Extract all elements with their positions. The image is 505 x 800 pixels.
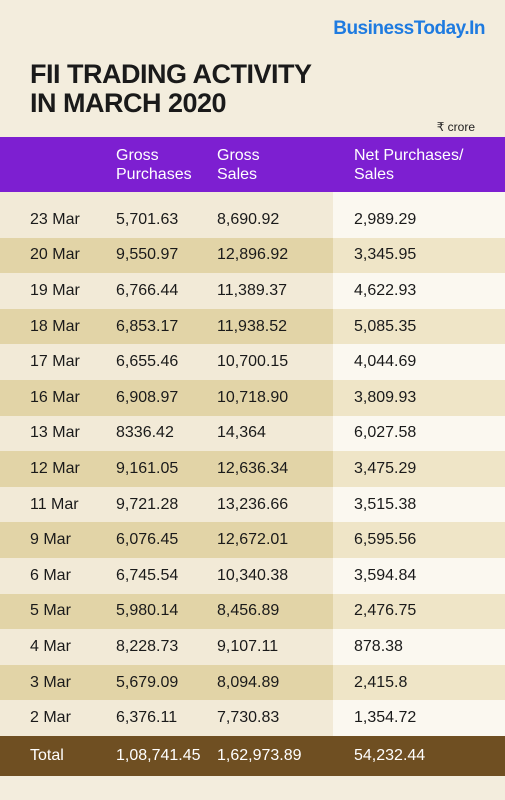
row-gross-purchases: 8336.42 <box>116 424 174 442</box>
row-net: 6,595.56 <box>354 531 417 549</box>
total-row: Total 1,08,741.45 1,62,973.89 54,232.44 <box>0 736 505 776</box>
row-gross-sales: 10,340.38 <box>217 566 289 584</box>
page-title: FII TRADING ACTIVITY IN MARCH 2020 <box>30 60 312 118</box>
row-gross-purchases: 5,679.09 <box>116 673 179 691</box>
table-row: 2 Mar 6,376.11 7,730.83 1,354.72 <box>0 700 505 736</box>
table-row: 4 Mar 8,228.73 9,107.11 878.38 <box>0 629 505 665</box>
row-net: 4,622.93 <box>354 281 417 299</box>
header-gross-purchases: Gross Purchases <box>116 146 192 184</box>
page-title-line-1: FII TRADING ACTIVITY <box>30 59 312 89</box>
brand-logo: BusinessToday.In <box>333 18 485 39</box>
row-gross-purchases: 9,161.05 <box>116 459 179 477</box>
row-gross-purchases: 5,980.14 <box>116 602 179 620</box>
row-net: 3,515.38 <box>354 495 417 513</box>
row-gross-sales: 10,700.15 <box>217 353 289 371</box>
page-title-line-2: IN MARCH 2020 <box>30 88 227 118</box>
row-net: 1,354.72 <box>354 709 417 727</box>
row-date: 9 Mar <box>30 531 71 549</box>
header-gross-sales: Gross Sales <box>217 146 260 184</box>
total-gross-purchases: 1,08,741.45 <box>116 747 201 764</box>
header-net: Net Purchases/ Sales <box>354 146 463 184</box>
row-date: 16 Mar <box>30 388 80 406</box>
row-net: 3,594.84 <box>354 566 417 584</box>
row-gross-sales: 12,672.01 <box>217 531 289 549</box>
row-date: 2 Mar <box>30 709 71 727</box>
row-gross-sales: 13,236.66 <box>217 495 289 513</box>
total-gross-sales: 1,62,973.89 <box>217 747 302 764</box>
row-gross-purchases: 6,655.46 <box>116 353 179 371</box>
row-gross-sales: 7,730.83 <box>217 709 280 727</box>
row-net: 3,345.95 <box>354 246 417 264</box>
table-row: 3 Mar 5,679.09 8,094.89 2,415.8 <box>0 664 505 701</box>
row-gross-purchases: 8,228.73 <box>116 637 179 655</box>
row-date: 11 Mar <box>30 495 79 513</box>
table-row: 18 Mar 6,853.17 11,938.52 5,085.35 <box>0 308 505 345</box>
row-date: 3 Mar <box>30 673 71 691</box>
row-net: 6,027.58 <box>354 424 417 442</box>
table-header: Gross Purchases Gross Sales Net Purchase… <box>0 137 505 192</box>
header-gross-sales-line-2: Sales <box>217 166 258 183</box>
table-row: 6 Mar 6,745.54 10,340.38 3,594.84 <box>0 557 505 594</box>
row-gross-sales: 8,456.89 <box>217 602 280 620</box>
row-date: 4 Mar <box>30 637 71 655</box>
row-gross-purchases: 6,766.44 <box>116 281 179 299</box>
row-gross-purchases: 5,701.63 <box>116 210 179 228</box>
row-gross-sales: 12,636.34 <box>217 459 289 477</box>
header-gross-purchases-line-2: Purchases <box>116 166 192 183</box>
row-net: 3,809.93 <box>354 388 417 406</box>
row-gross-purchases: 6,853.17 <box>116 317 179 335</box>
table-row: 17 Mar 6,655.46 10,700.15 4,044.69 <box>0 344 505 380</box>
table-row: 20 Mar 9,550.97 12,896.92 3,345.95 <box>0 237 505 274</box>
row-net: 878.38 <box>354 637 403 655</box>
row-gross-sales: 12,896.92 <box>217 246 289 264</box>
row-gross-purchases: 6,908.97 <box>116 388 179 406</box>
row-net: 2,476.75 <box>354 602 417 620</box>
row-gross-sales: 14,364 <box>217 424 266 442</box>
row-gross-purchases: 9,721.28 <box>116 495 179 513</box>
row-gross-sales: 8,690.92 <box>217 210 280 228</box>
table-row: 9 Mar 6,076.45 12,672.01 6,595.56 <box>0 522 505 558</box>
total-net: 54,232.44 <box>354 747 426 764</box>
row-gross-purchases: 6,376.11 <box>116 709 178 727</box>
row-gross-sales: 9,107.11 <box>217 637 279 655</box>
table-row: 12 Mar 9,161.05 12,636.34 3,475.29 <box>0 451 505 487</box>
table-row: 19 Mar 6,766.44 11,389.37 4,622.93 <box>0 273 505 309</box>
row-net: 2,989.29 <box>354 210 417 228</box>
row-gross-purchases: 6,745.54 <box>116 566 179 584</box>
table-row: 23 Mar 5,701.63 8,690.92 2,989.29 <box>0 202 505 238</box>
row-gross-purchases: 9,550.97 <box>116 246 179 264</box>
table-row: 13 Mar 8336.42 14,364 6,027.58 <box>0 415 505 452</box>
row-net: 2,415.8 <box>354 673 408 691</box>
row-gross-sales: 8,094.89 <box>217 673 280 691</box>
row-date: 19 Mar <box>30 281 80 299</box>
row-date: 17 Mar <box>30 353 80 371</box>
row-date: 12 Mar <box>30 459 80 477</box>
row-date: 20 Mar <box>30 246 80 264</box>
total-label: Total <box>30 747 64 764</box>
table-row: 16 Mar 6,908.97 10,718.90 3,809.93 <box>0 379 505 416</box>
unit-label: ₹ crore <box>436 120 475 134</box>
row-gross-sales: 11,389.37 <box>217 281 287 299</box>
header-gross-purchases-line-1: Gross <box>116 147 159 164</box>
table-row: 5 Mar 5,980.14 8,456.89 2,476.75 <box>0 593 505 630</box>
row-gross-purchases: 6,076.45 <box>116 531 179 549</box>
table-top-spacer <box>0 192 505 202</box>
row-date: 5 Mar <box>30 602 71 620</box>
row-gross-sales: 10,718.90 <box>217 388 289 406</box>
row-date: 6 Mar <box>30 566 71 584</box>
row-net: 4,044.69 <box>354 353 417 371</box>
row-gross-sales: 11,938.52 <box>217 317 287 335</box>
row-date: 18 Mar <box>30 317 80 335</box>
header-net-line-2: Sales <box>354 166 395 183</box>
row-net: 3,475.29 <box>354 459 417 477</box>
header-net-line-1: Net Purchases/ <box>354 147 464 164</box>
table-body: 23 Mar 5,701.63 8,690.92 2,989.29 20 Mar 9,55… <box>0 202 505 736</box>
row-date: 23 Mar <box>30 210 80 228</box>
bottom-margin <box>0 776 505 800</box>
row-date: 13 Mar <box>30 424 80 442</box>
table-row: 11 Mar 9,721.28 13,236.66 3,515.38 <box>0 486 505 523</box>
header-gross-sales-line-1: Gross <box>217 147 260 164</box>
row-net: 5,085.35 <box>354 317 417 335</box>
